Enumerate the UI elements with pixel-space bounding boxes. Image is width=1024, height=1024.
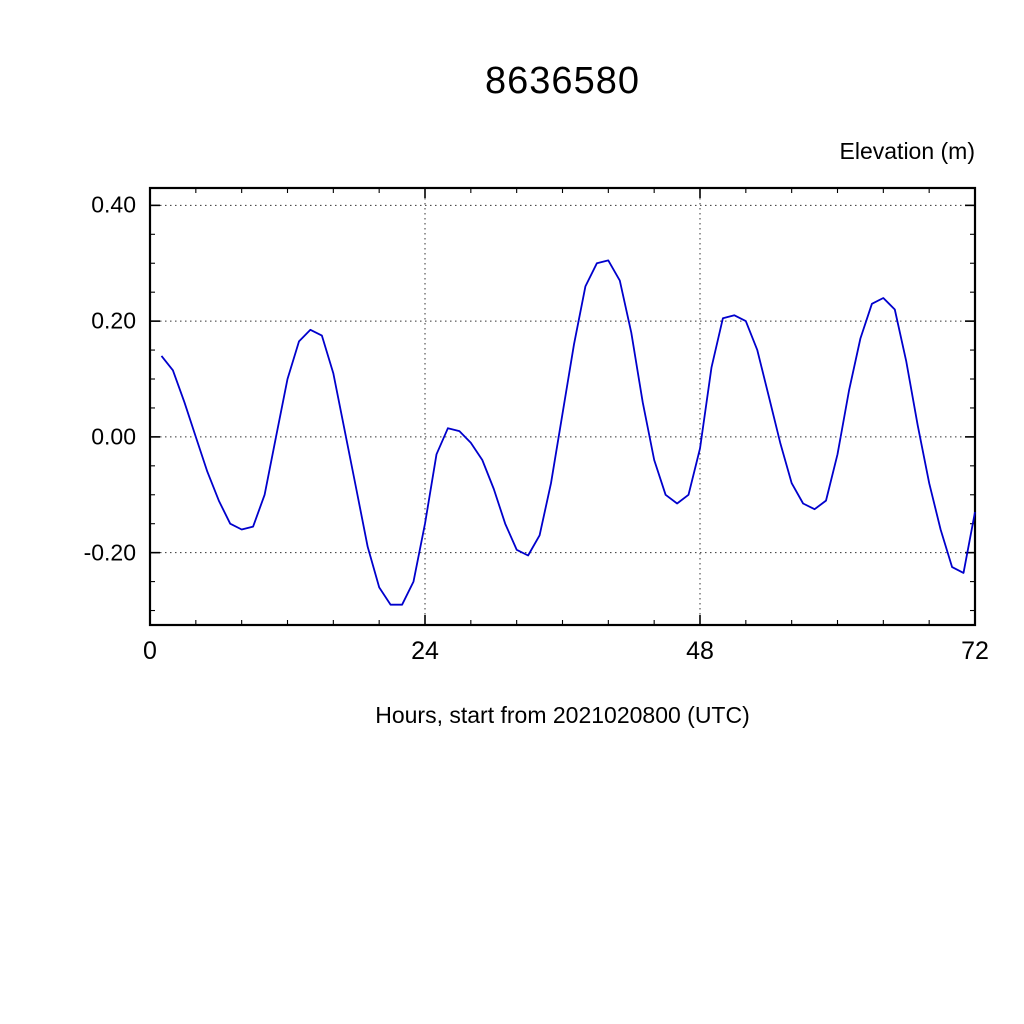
- y-tick-label: 0.00: [91, 423, 136, 450]
- chart-title: 8636580: [485, 60, 640, 102]
- y-axis-unit-label: Elevation (m): [839, 138, 975, 164]
- elevation-series-line: [160, 259, 976, 606]
- x-tick-label: 24: [411, 637, 439, 665]
- x-tick-label: 72: [961, 637, 989, 665]
- y-tick-label: 0.40: [91, 191, 136, 218]
- y-tick-label: -0.20: [83, 539, 136, 566]
- plot-frame: [148, 186, 977, 627]
- x-axis-label: Hours, start from 2021020800 (UTC): [375, 702, 750, 728]
- x-tick-label: 0: [143, 637, 157, 665]
- y-tick-label: 0.20: [91, 307, 136, 334]
- x-tick-label: 48: [686, 637, 714, 665]
- tide-line-plot: [148, 186, 977, 627]
- plot-area: -0.20 0.00 0.20 0.40 0 24 48 72: [84, 186, 989, 665]
